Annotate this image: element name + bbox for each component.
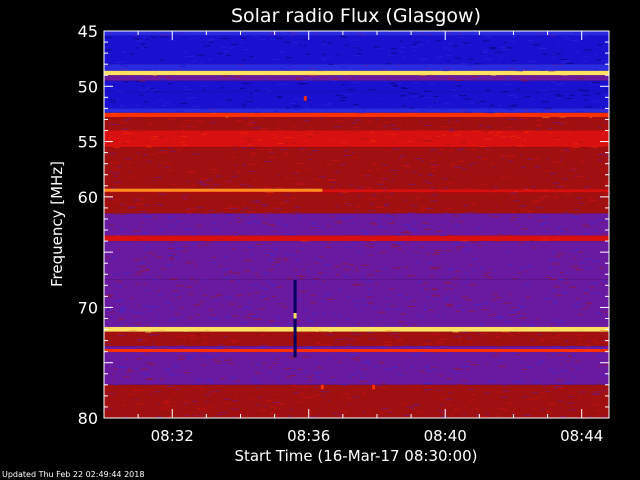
emission-line-4 (104, 349, 609, 353)
updated-timestamp: Updated Thu Feb 22 02:49:44 2018 (2, 470, 145, 479)
x-axis: 08:32 08:36 08:40 08:44 (103, 31, 603, 445)
y-tick-label: 70 (78, 298, 98, 317)
y-axis-label: Frequency [MHz] (48, 161, 66, 287)
heatmap-band-2 (104, 64, 609, 71)
emission-line-0 (104, 71, 609, 75)
heatmap-band-0 (104, 31, 609, 36)
heatmap-band-7 (104, 108, 609, 113)
burst-4 (372, 384, 376, 390)
x-tick-label: 08:40 (424, 427, 467, 445)
heatmap-band-6 (104, 91, 609, 109)
burst-3 (320, 384, 324, 390)
heatmap-band-4 (104, 75, 609, 81)
y-tick-label: 60 (78, 188, 98, 207)
emission-line-1 (104, 113, 609, 117)
x-tick-label: 08:44 (560, 427, 603, 445)
x-tick-label: 08:32 (151, 427, 194, 445)
heatmap-band-10 (104, 130, 609, 148)
heatmap-band-14 (104, 213, 609, 236)
y-tick-label: 55 (78, 133, 98, 152)
heatmap-band-5 (104, 80, 609, 92)
x-tick-label: 08:36 (287, 427, 330, 445)
heatmap-band-12 (104, 189, 609, 193)
emission-line-3 (104, 326, 609, 330)
heatmap-band-20 (104, 346, 609, 385)
heatmap-band-11 (104, 147, 609, 190)
heatmap-band-9 (104, 117, 609, 131)
x-axis-label: Start Time (16-Mar-17 08:30:00) (234, 447, 477, 465)
y-axis: 45 50 55 60 70 80 (78, 22, 609, 428)
plot-frame (103, 30, 610, 419)
y-tick-label: 45 (78, 22, 98, 41)
heatmap-band-21 (104, 384, 609, 418)
burst-1 (293, 312, 297, 319)
y-tick-label: 80 (78, 409, 98, 428)
y-tick-label: 50 (78, 77, 98, 96)
burst-2 (303, 96, 307, 101)
heatmap-band-17 (104, 279, 609, 328)
heatmap-band-16 (104, 241, 609, 280)
chart-title: Solar radio Flux (Glasgow) (231, 5, 481, 27)
emission-line-5 (104, 236, 609, 240)
spectrogram-heatmap (104, 31, 613, 419)
emission-line-2 (104, 188, 323, 192)
heatmap-band-19 (104, 331, 609, 347)
